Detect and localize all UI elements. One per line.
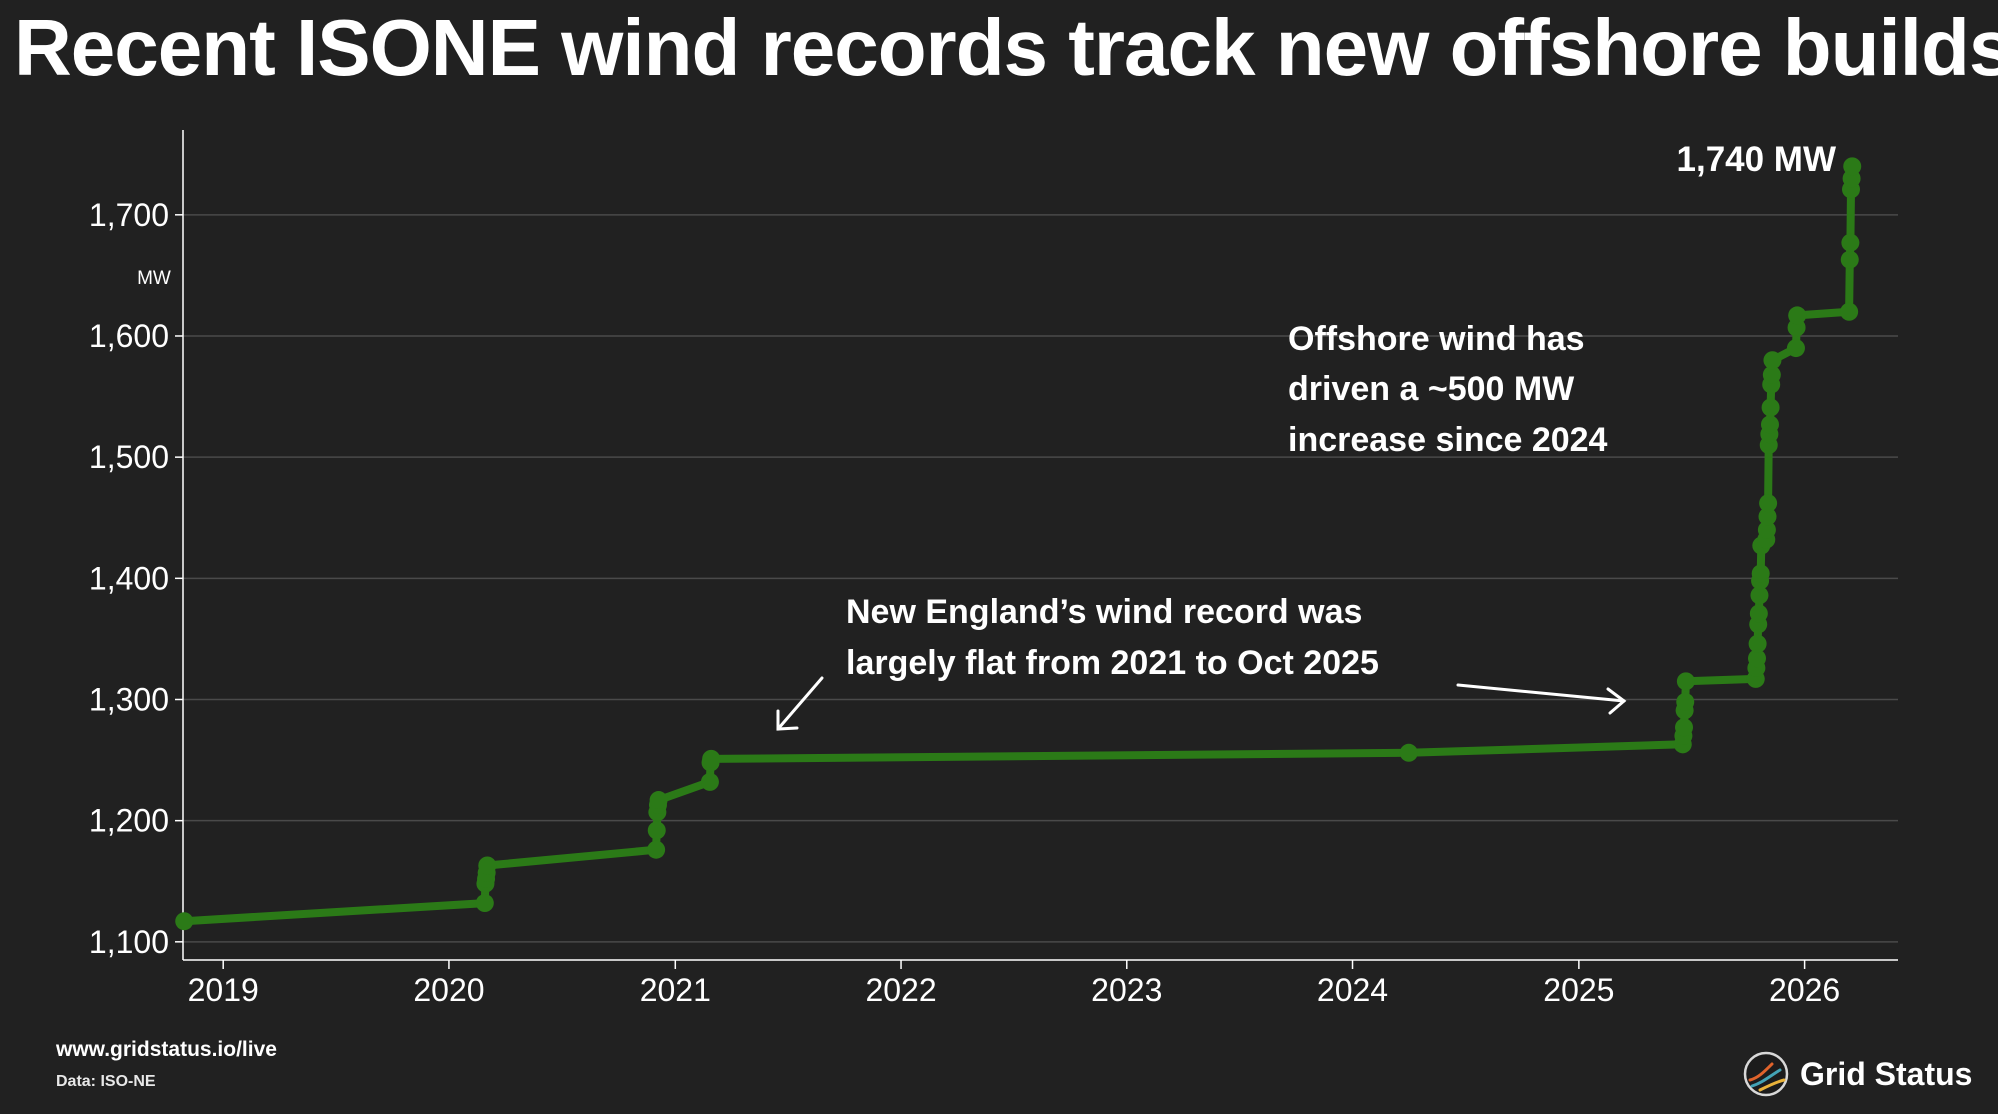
brand-name: Grid Status [1800, 1055, 1973, 1092]
grid-status-logo-icon [1743, 1051, 1789, 1097]
y-tick-label-1700: 1,700 [89, 197, 169, 233]
brand-logo: Grid Status [1742, 1050, 1972, 1098]
y-tick-label-1300: 1,300 [89, 681, 169, 717]
data-point-33 [1758, 507, 1777, 526]
data-point-34 [1759, 494, 1778, 513]
data-point-26 [1749, 604, 1768, 623]
data-point-6 [647, 840, 666, 859]
data-point-23 [1747, 649, 1766, 668]
x-tick-label-2021: 2021 [640, 972, 711, 1008]
series-record-line [175, 157, 1862, 931]
data-point-29 [1751, 564, 1770, 583]
data-point-37 [1760, 415, 1779, 434]
data-point-5 [478, 856, 497, 875]
data-point-41 [1763, 351, 1782, 370]
data-point-45 [1840, 302, 1859, 321]
offshore-annotation-line-2: driven a ~500 MW [1288, 370, 1575, 408]
data-point-44 [1788, 306, 1807, 325]
data-point-47 [1841, 233, 1860, 252]
data-point-1 [475, 894, 494, 913]
data-point-7 [647, 821, 666, 840]
x-tick-label-2024: 2024 [1317, 972, 1388, 1008]
flat-record-annotation-line-2: largely flat from 2021 to Oct 2025 [846, 644, 1379, 682]
data-point-0 [175, 912, 194, 931]
data-point-50 [1843, 157, 1862, 176]
y-tick-labels: 1,100 1,200 1,300 1,400 1,500 1,600 1,700 [89, 197, 169, 960]
annotations: 1,740 MW Offshore wind has driven a ~500… [776, 140, 1837, 731]
footer-url: www.gridstatus.io/live [56, 1038, 277, 1061]
x-tick-label-2025: 2025 [1543, 972, 1614, 1008]
y-tick-label-1400: 1,400 [89, 560, 169, 596]
data-point-40 [1762, 365, 1781, 384]
flat-record-annotation-line-1: New England’s wind record was [846, 593, 1362, 631]
x-tick-label-2023: 2023 [1091, 972, 1162, 1008]
arrow-left-icon [776, 676, 824, 731]
y-tick-label-1500: 1,500 [89, 439, 169, 475]
peak-value-annotation: 1,740 MW [1677, 140, 1837, 179]
x-tick-label-2026: 2026 [1769, 972, 1840, 1008]
chart-title: Recent ISONE wind records track new offs… [14, 3, 1998, 92]
y-tick-label-1100: 1,100 [89, 924, 169, 960]
data-point-32 [1757, 520, 1776, 539]
data-point-19 [1676, 692, 1695, 711]
offshore-annotation: Offshore wind has driven a ~500 MW incre… [1288, 320, 1608, 459]
data-point-17 [1675, 718, 1694, 737]
y-axis-unit-label: MW [137, 268, 171, 289]
data-point-38 [1761, 398, 1780, 417]
arrow-right-icon [1456, 683, 1627, 715]
offshore-annotation-line-1: Offshore wind has [1288, 320, 1585, 358]
gridlines [183, 214, 1898, 943]
y-tick-label-1600: 1,600 [89, 318, 169, 354]
x-tick-label-2019: 2019 [188, 972, 259, 1008]
data-point-10 [649, 791, 668, 810]
flat-record-annotation: New England’s wind record was largely fl… [846, 593, 1379, 682]
y-tick-label-1200: 1,200 [89, 803, 169, 839]
data-source: Data: ISO-NE [56, 1073, 156, 1090]
data-point-42 [1786, 339, 1805, 358]
data-point-13 [702, 749, 721, 768]
x-tick-labels: 2019 2020 2021 2022 2023 2024 2025 2026 [188, 972, 1841, 1008]
x-tick-label-2020: 2020 [413, 972, 484, 1008]
data-point-27 [1750, 586, 1769, 605]
axes [175, 130, 1898, 969]
data-point-20 [1676, 672, 1695, 691]
data-point-14 [1399, 743, 1418, 762]
data-point-46 [1840, 250, 1859, 269]
data-point-11 [700, 772, 719, 791]
x-tick-label-2022: 2022 [865, 972, 936, 1008]
data-point-24 [1748, 634, 1767, 653]
series-line-0 [180, 162, 1857, 926]
offshore-annotation-line-3: increase since 2024 [1288, 421, 1608, 459]
